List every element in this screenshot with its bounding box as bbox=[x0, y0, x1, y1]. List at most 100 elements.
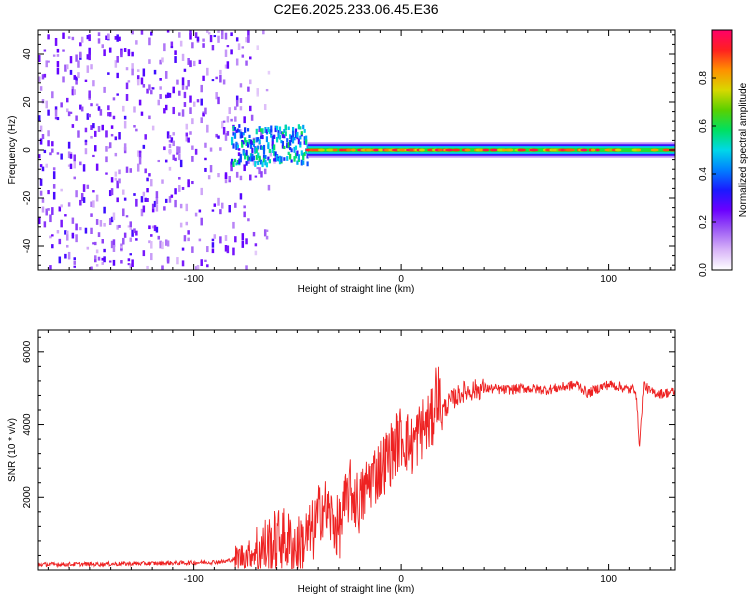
heatmap-cell bbox=[161, 57, 164, 63]
heatmap-cell bbox=[150, 234, 153, 237]
heatmap-cell bbox=[254, 160, 257, 167]
heatmap-cell bbox=[181, 260, 185, 267]
heatmap-cell bbox=[159, 240, 162, 249]
heatmap-cell bbox=[284, 125, 287, 131]
heatmap-cell bbox=[80, 106, 84, 112]
heatmap-cell bbox=[41, 74, 45, 80]
heatmap-cell bbox=[168, 196, 172, 203]
heatmap-cell bbox=[79, 42, 82, 47]
heatmap-cell bbox=[157, 159, 161, 163]
heatmap-cell bbox=[103, 256, 106, 263]
heatmap-cell bbox=[281, 140, 285, 147]
heatmap-cell bbox=[41, 134, 45, 140]
heatmap-cell bbox=[204, 107, 207, 115]
heatmap-cell bbox=[166, 240, 170, 247]
heatmap-cell bbox=[159, 59, 162, 65]
heatmap-cell bbox=[155, 196, 159, 205]
snr-plot-area bbox=[38, 366, 675, 569]
heatmap-cell bbox=[129, 253, 133, 256]
heatmap-cell bbox=[47, 130, 50, 137]
heatmap-cell bbox=[161, 265, 164, 270]
heatmap-cell bbox=[181, 109, 185, 117]
heatmap-cell bbox=[84, 127, 88, 133]
heatmap-cell bbox=[256, 45, 259, 50]
heatmap-cell bbox=[140, 111, 144, 116]
heatmap-cell bbox=[39, 178, 43, 186]
heatmap-cell bbox=[185, 203, 189, 212]
carrier-peak bbox=[305, 148, 311, 152]
heatmap-cell bbox=[238, 124, 241, 128]
x-tick-label: -100 bbox=[184, 274, 204, 285]
heatmap-cell bbox=[237, 43, 241, 51]
heatmap-cell bbox=[306, 153, 309, 159]
heatmap-cell bbox=[291, 134, 295, 138]
heatmap-cell bbox=[79, 51, 82, 58]
heatmap-cell bbox=[168, 92, 172, 98]
heatmap-cell bbox=[97, 38, 101, 44]
heatmap-cell bbox=[245, 37, 248, 43]
heatmap-cell bbox=[245, 140, 248, 147]
heatmap-cell bbox=[226, 245, 230, 254]
heatmap-cell bbox=[92, 190, 95, 193]
heatmap-cell bbox=[62, 32, 65, 39]
heatmap-cell bbox=[235, 95, 239, 102]
heatmap-cell bbox=[107, 105, 110, 111]
heatmap-cell bbox=[71, 232, 75, 236]
heatmap-cell bbox=[58, 238, 62, 245]
heatmap-cell bbox=[245, 161, 248, 166]
heatmap-cell bbox=[39, 138, 43, 145]
heatmap-cell bbox=[262, 154, 266, 161]
heatmap-cell bbox=[82, 197, 86, 203]
carrier-peak bbox=[636, 148, 642, 152]
heatmap-cell bbox=[274, 127, 277, 133]
heatmap-cell bbox=[189, 32, 192, 40]
heatmap-cell bbox=[178, 146, 181, 154]
heatmap-cell bbox=[103, 206, 106, 214]
heatmap-cell bbox=[264, 154, 267, 159]
heatmap-cell bbox=[239, 134, 242, 139]
heatmap-cell bbox=[238, 158, 241, 165]
heatmap-cell bbox=[140, 30, 144, 35]
heatmap-cell bbox=[209, 34, 213, 43]
heatmap-cell bbox=[142, 191, 146, 197]
heatmap-cell bbox=[92, 154, 95, 158]
spectrogram-xlabel: Height of straight line (km) bbox=[298, 284, 415, 295]
heatmap-cell bbox=[163, 146, 166, 151]
heatmap-cell bbox=[129, 168, 133, 173]
heatmap-cell bbox=[114, 171, 118, 177]
heatmap-cell bbox=[105, 146, 108, 152]
heatmap-cell bbox=[60, 204, 63, 208]
heatmap-cell bbox=[114, 152, 118, 157]
heatmap-cell bbox=[271, 135, 274, 142]
heatmap-cell bbox=[86, 35, 90, 40]
heatmap-cell bbox=[101, 257, 104, 261]
heatmap-cell bbox=[38, 216, 41, 225]
heatmap-cell bbox=[133, 125, 136, 128]
heatmap-cell bbox=[131, 63, 134, 71]
heatmap-cell bbox=[289, 134, 292, 140]
y-tick-label: 0 bbox=[22, 147, 33, 153]
heatmap-cell bbox=[135, 128, 138, 132]
colorbar: 0.0 0.2 0.4 0.6 0.8 Normalized spectral ampl… bbox=[698, 29, 749, 277]
heatmap-cell bbox=[71, 124, 75, 128]
heatmap-cell bbox=[264, 127, 267, 133]
heatmap-cell bbox=[103, 49, 106, 57]
heatmap-cell bbox=[114, 60, 118, 68]
heatmap-cell bbox=[73, 176, 76, 180]
heatmap-cell bbox=[94, 255, 97, 263]
x-tick-label: 100 bbox=[600, 274, 617, 285]
heatmap-cell bbox=[248, 156, 251, 161]
heatmap-cell bbox=[260, 135, 263, 139]
heatmap-cell bbox=[249, 153, 253, 157]
heatmap-cell bbox=[105, 130, 108, 138]
colorbar-label: Normalized spectral amplitude bbox=[738, 82, 749, 217]
heatmap-cell bbox=[172, 106, 175, 115]
heatmap-cell bbox=[273, 160, 276, 164]
heatmap-cell bbox=[118, 132, 121, 140]
heatmap-cell bbox=[84, 148, 88, 155]
snr-ticks: -100 0 100 2000 4000 6000 bbox=[22, 330, 675, 585]
heatmap-cell bbox=[105, 172, 108, 175]
heatmap-cell bbox=[242, 140, 245, 145]
heatmap-cell bbox=[255, 147, 258, 153]
heatmap-cell bbox=[192, 101, 196, 107]
